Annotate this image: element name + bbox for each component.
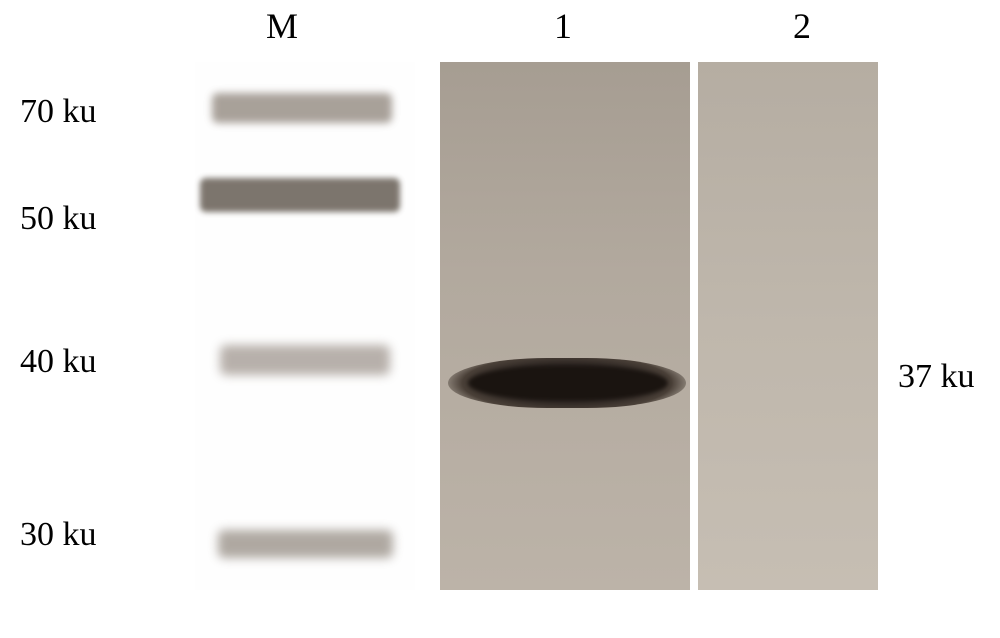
mw-label-30: 30 ku: [20, 516, 97, 554]
marker-band-30: [218, 530, 393, 558]
mw-label-50: 50 ku: [20, 200, 97, 238]
blot-figure: { "lanes": { "marker": { "label": "M", "…: [0, 0, 1000, 638]
mw-label-70: 70 ku: [20, 93, 97, 131]
marker-band-40: [220, 345, 390, 375]
sample1-band-core: [468, 366, 668, 400]
lane-label-marker: M: [266, 5, 298, 47]
result-label: 37 ku: [898, 358, 975, 396]
marker-band-70: [212, 93, 392, 123]
lane-marker: [195, 62, 415, 590]
mw-label-40: 40 ku: [20, 343, 97, 381]
lane-sample2: [698, 62, 878, 590]
lane-sample1: [440, 62, 690, 590]
marker-band-50: [200, 178, 400, 212]
lane-label-2: 2: [793, 5, 811, 47]
lane-label-1: 1: [554, 5, 572, 47]
